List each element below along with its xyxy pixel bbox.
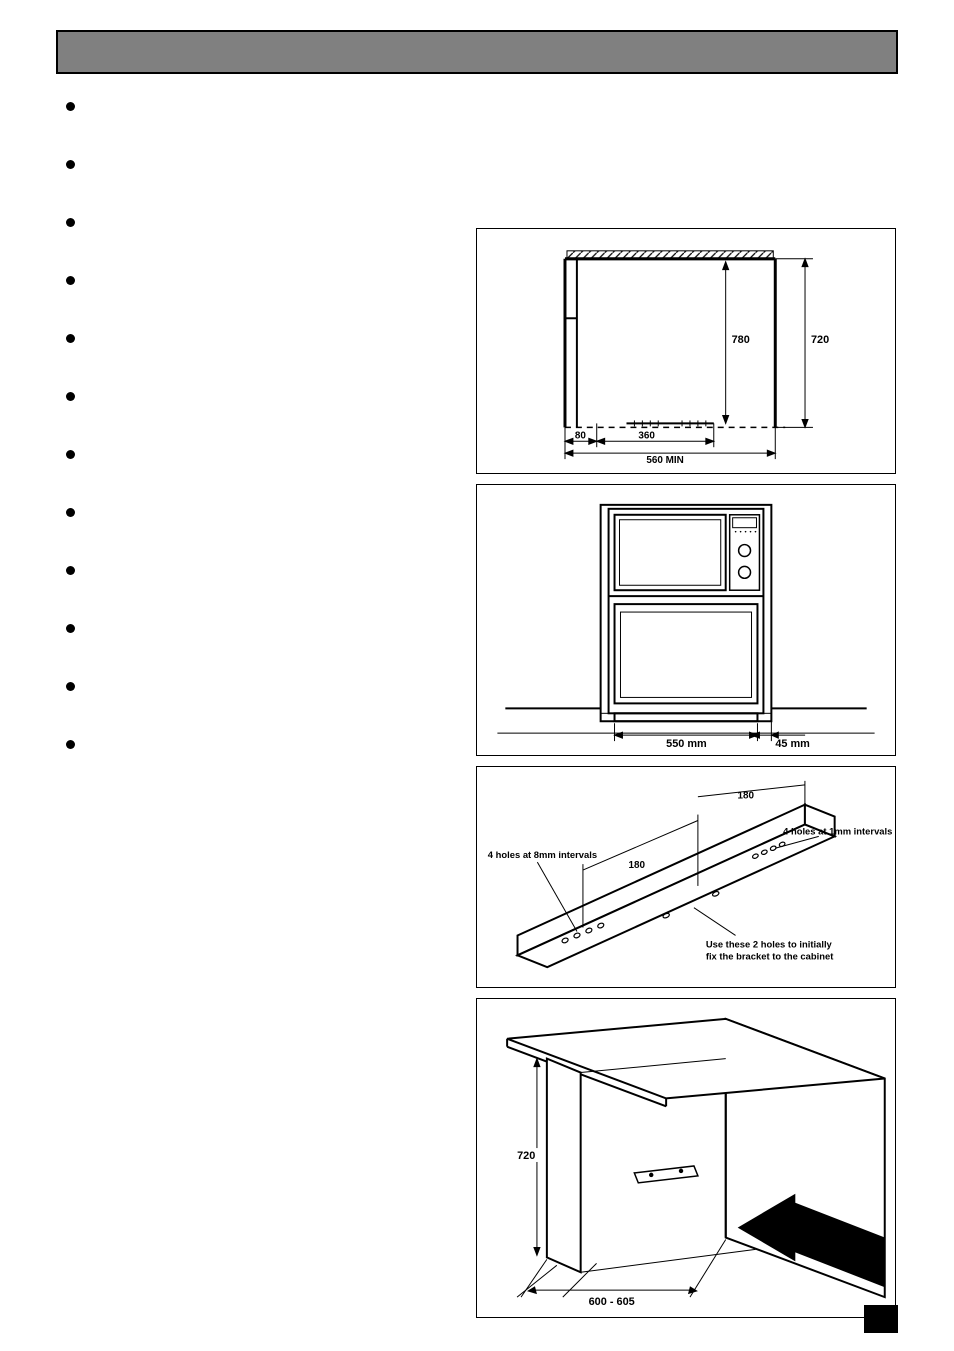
dim-550: 550 mm	[666, 738, 707, 750]
dim-560-min: 560 MIN	[646, 455, 683, 466]
dim-80: 80	[575, 430, 587, 441]
bullet-list	[56, 100, 456, 752]
list-item	[92, 564, 456, 578]
label-4-holes-8mm: 4 holes at 8mm intervals	[488, 849, 597, 860]
list-item	[92, 100, 456, 114]
page-container: 780 720	[56, 30, 898, 1328]
figure-oven-in-cabinet: 550 mm 45 mm	[476, 484, 896, 756]
list-item	[92, 506, 456, 520]
list-item	[92, 158, 456, 172]
content-row: 780 720	[56, 100, 898, 1328]
label-4-holes-1mm: 4 holes at 1mm intervals	[783, 825, 892, 836]
dim-180a: 180	[738, 791, 755, 802]
left-column	[56, 100, 456, 1328]
list-item	[92, 680, 456, 694]
label-use-holes-2: fix the bracket to the cabinet	[706, 950, 834, 961]
list-item	[92, 738, 456, 752]
list-item	[92, 332, 456, 346]
dim-600-605: 600 - 605	[589, 1296, 635, 1308]
list-item	[92, 622, 456, 636]
figure-cabinet-front: 780 720	[476, 228, 896, 474]
dim-780: 780	[732, 334, 750, 346]
dim-180b: 180	[629, 860, 646, 871]
list-item	[92, 216, 456, 230]
right-column: 780 720	[476, 100, 896, 1328]
label-use-holes-1: Use these 2 holes to initially	[706, 938, 833, 949]
title-bar	[56, 30, 898, 74]
list-item	[92, 390, 456, 404]
dim-45: 45 mm	[775, 738, 810, 750]
figure-bracket: 180 180 4 holes at 8mm intervals 4 holes…	[476, 766, 896, 988]
dim-720-fig4: 720	[517, 1150, 535, 1162]
dim-720: 720	[811, 334, 829, 346]
dim-360: 360	[638, 430, 655, 441]
figure-slide-in: 720 600 - 605	[476, 998, 896, 1318]
list-item	[92, 274, 456, 288]
page-number-box	[864, 1305, 898, 1333]
list-item	[92, 448, 456, 462]
